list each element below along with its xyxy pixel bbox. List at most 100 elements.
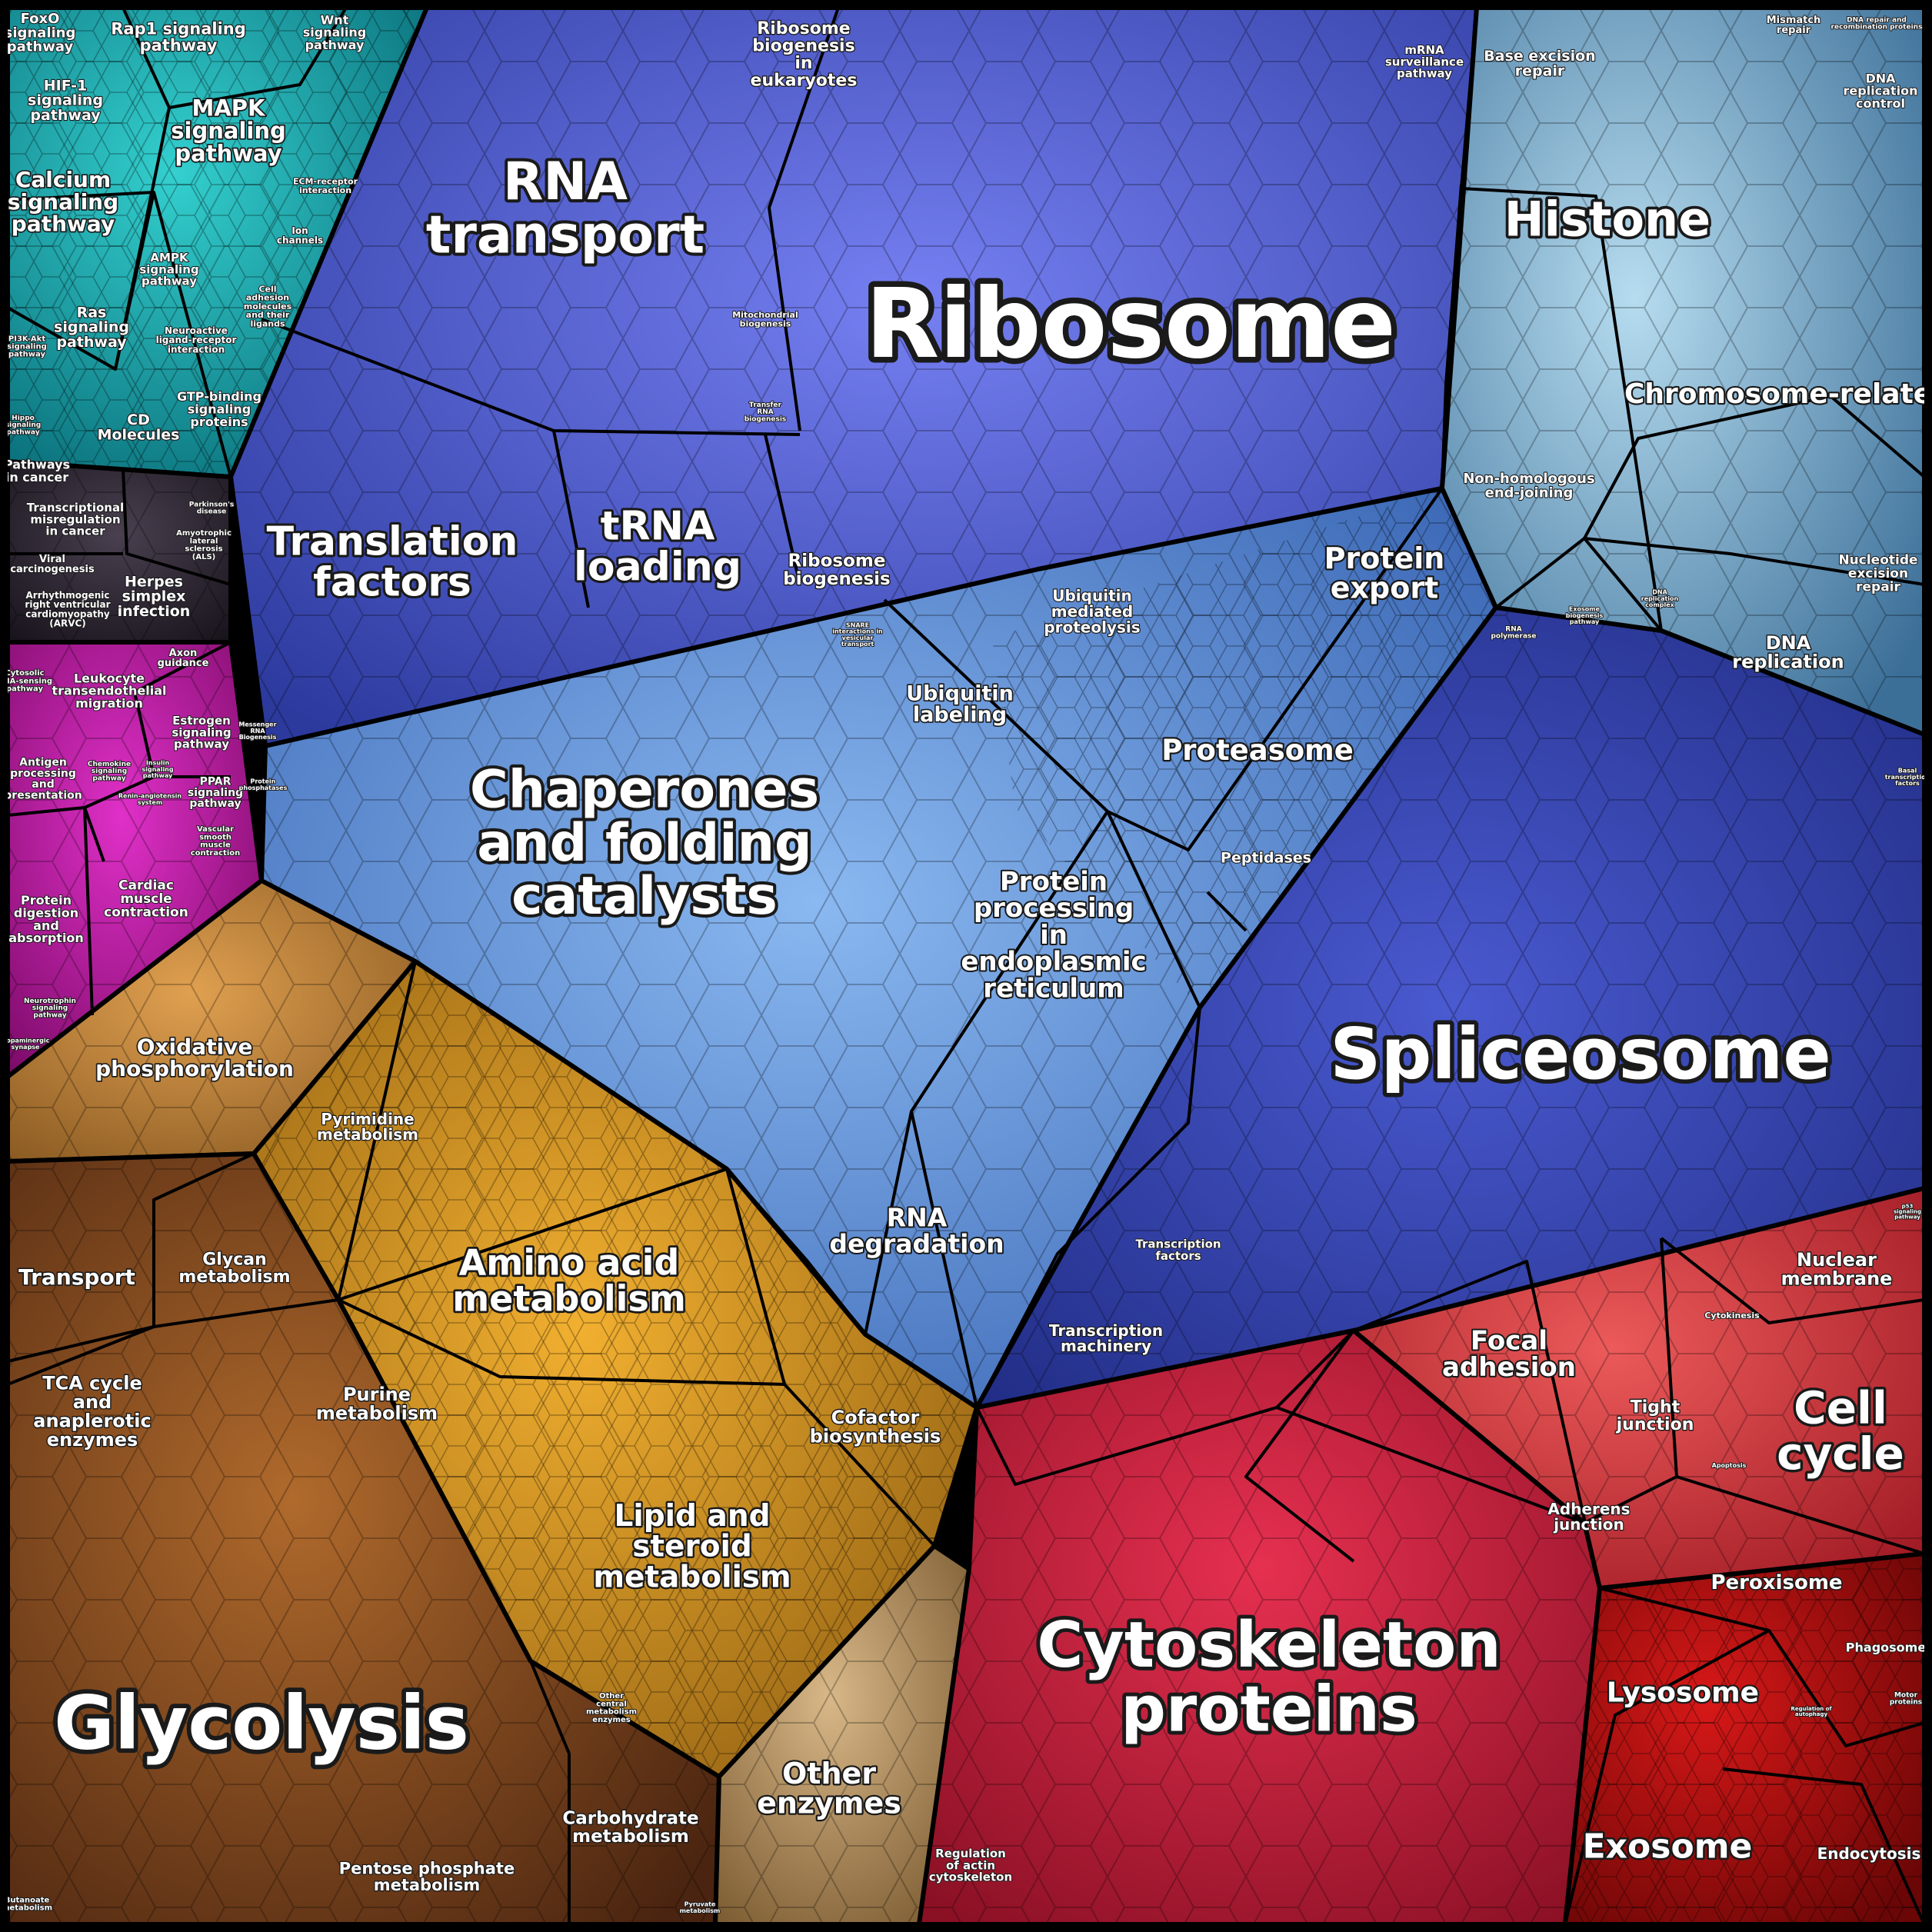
label-hif1: HIF-1 signaling pathway	[28, 77, 103, 124]
label-carbohydrate: Carbohydrate metabolism	[562, 1808, 698, 1846]
label-rna-polymerase: RNA polymerase	[1491, 626, 1536, 641]
label-protein-er: Protein processing in endoplasmic reticulum	[961, 867, 1146, 1004]
label-translation: Translation factors	[267, 519, 518, 606]
label-exosome: Exosome	[1583, 1827, 1753, 1866]
label-dopaminergic: Dopaminergic synapse	[2, 1038, 50, 1051]
label-purine: Purine metabolism	[316, 1384, 438, 1424]
label-dna-rep-control: DNA replication control	[1844, 71, 1918, 111]
label-mrna-surv: mRNA surveillance pathway	[1385, 43, 1464, 81]
label-protein-digestion: Protein digestion and absorption	[8, 893, 84, 945]
label-dna-replication: DNA replication	[1732, 632, 1844, 672]
label-phagosome: Phagosome	[1846, 1641, 1927, 1655]
label-renin: Renin-angiotensin system	[118, 793, 182, 806]
label-axon: Axon guidance	[158, 648, 209, 669]
label-transcription-machinery: Transcription machinery	[1049, 1321, 1163, 1355]
label-actin: Regulation of actin cytoskeleton	[929, 1847, 1012, 1884]
label-ras: Ras signaling pathway	[54, 304, 129, 351]
label-cytokinesis: Cytokinesis	[1704, 1311, 1760, 1321]
label-pyrimidine: Pyrimidine metabolism	[317, 1110, 418, 1144]
label-proteasome: Proteasome	[1161, 734, 1354, 767]
label-reg-autophagy: Regulation of autophagy	[1790, 1706, 1832, 1717]
label-endocytosis: Endocytosis	[1817, 1844, 1921, 1863]
label-amino-acid: Amino acid metabolism	[452, 1242, 686, 1320]
label-dna-repair-proteins: DNA repair and recombination proteins	[1831, 17, 1923, 32]
label-neurotrophin: Neurotrophin signaling pathway	[24, 998, 76, 1019]
label-ppar: PPAR signaling pathway	[188, 776, 243, 811]
label-transport: Transport	[18, 1264, 135, 1290]
label-peptidases: Peptidases	[1221, 850, 1311, 867]
label-basal-tf: Basal transcription factors	[1885, 768, 1930, 787]
label-chaperones: Chaperones and folding catalysts	[470, 759, 819, 927]
label-cytoskeleton: Cytoskeleton proteins	[1037, 1609, 1501, 1747]
label-ribo-bio-euk: Ribosome biogenesis in eukaryotes	[751, 19, 858, 90]
label-peroxisome: Peroxisome	[1710, 1571, 1842, 1594]
label-lipid: Lipid and steroid metabolism	[593, 1499, 791, 1595]
label-pathways-cancer: Pathways in cancer	[4, 457, 70, 484]
label-ubiq-mediated: Ubiquitin mediated proteolysis	[1044, 587, 1140, 637]
label-hippo: Hippo signaling pathway	[5, 415, 41, 436]
label-focal: Focal adhesion	[1442, 1326, 1576, 1384]
label-other-enzymes: Other enzymes	[757, 1757, 901, 1820]
label-tca: TCA cycle and anaplerotic enzymes	[33, 1373, 151, 1451]
label-herpes: Herpes simplex infection	[118, 573, 191, 620]
label-pyruvate: Pyruvate metabolism	[680, 1901, 721, 1914]
label-neuro: Neuroactive ligand-receptor interaction	[156, 325, 237, 355]
label-cam: Cell adhesion molecules and their ligands	[244, 284, 292, 328]
label-cofactor: Cofactor biosynthesis	[810, 1407, 941, 1447]
label-chemokine: Chemokine signaling pathway	[88, 761, 131, 782]
label-rna-transport: RNA transport	[426, 152, 705, 265]
label-als: Amyotrophic lateral sclerosis (ALS)	[176, 529, 232, 561]
label-transcription-factors: Transcription factors	[1135, 1237, 1221, 1263]
label-ampk: AMPK signaling pathway	[139, 251, 198, 288]
label-nucleotide-excision: Nucleotide excision repair	[1838, 553, 1917, 595]
label-other-central: Other central metabolism enzymes	[586, 1692, 637, 1724]
label-foxo: FoxO signaling pathway	[5, 11, 76, 55]
label-motor: Motor proteins	[1890, 1692, 1922, 1707]
label-nhej: Non-homologous end-joining	[1463, 471, 1594, 501]
label-vascular: Vascular smooth muscle contraction	[191, 825, 241, 858]
label-ubiq-labeling: Ubiquitin labeling	[906, 682, 1014, 728]
label-butanoate: Butanoate metabolism	[2, 1896, 52, 1912]
label-mito-bio: Mitochondrial biogenesis	[732, 310, 798, 328]
label-leukocyte: Leukocyte transendothelial migration	[52, 671, 166, 711]
label-viral: Viral carcinogenesis	[10, 554, 95, 575]
label-tight: Tight junction	[1616, 1397, 1694, 1434]
label-glycolysis: Glycolysis	[54, 1681, 469, 1767]
label-spliceosome: Spliceosome	[1330, 1013, 1831, 1095]
label-glycan: Glycan metabolism	[178, 1250, 290, 1286]
label-parkinson: Parkinson's disease	[189, 501, 234, 516]
label-messenger-rna: Messenger RNA Biogenesis	[238, 721, 276, 741]
label-trna-bio: Transfer RNA biogenesis	[744, 401, 787, 423]
label-protein-phos: Protein phosphatases	[239, 778, 288, 791]
label-rna-degradation: RNA degradation	[829, 1203, 1004, 1259]
label-wnt: Wnt signaling pathway	[303, 12, 366, 52]
label-mismatch: Mismatch repair	[1767, 15, 1821, 36]
label-antigen: Antigen processing and presentation	[4, 756, 82, 801]
label-rap1: Rap1 signaling pathway	[111, 20, 246, 55]
label-ribo-bio: Ribosome biogenesis	[783, 551, 890, 588]
label-dna-rep-complex: DNA replication complex	[1641, 589, 1679, 608]
label-adherens: Adherens junction	[1547, 1500, 1630, 1534]
label-pi3k: PI3K-Akt signaling pathway	[7, 335, 47, 358]
label-insulin: Insulin signaling pathway	[142, 760, 174, 779]
label-apoptosis: Apoptosis	[1712, 1462, 1747, 1469]
label-gtp: GTP-binding signaling proteins	[177, 389, 261, 429]
label-histone: Histone	[1504, 192, 1710, 248]
label-pentose: Pentose phosphate metabolism	[339, 1860, 515, 1894]
label-cardiac: Cardiac muscle contraction	[104, 878, 188, 921]
label-protein-export: Protein export	[1324, 541, 1445, 605]
label-snare: SNARE interactions in vesicular transport	[832, 622, 883, 648]
label-base-excision: Base excision repair	[1484, 48, 1595, 79]
label-ecm: ECM-receptor interaction	[293, 177, 358, 195]
label-oxphos: Oxidative phosphorylation	[95, 1034, 294, 1082]
label-cell-cycle: Cell cycle	[1777, 1382, 1904, 1480]
label-trans-misreg: Transcriptional misregulation in cancer	[27, 501, 124, 538]
label-mapk: MAPK signaling pathway	[171, 95, 285, 167]
label-calcium: Calcium signaling pathway	[8, 167, 118, 236]
label-p53: p53 signaling pathway	[1894, 1203, 1921, 1220]
label-estrogen: Estrogen signaling pathway	[172, 714, 231, 751]
label-ribosome: Ribosome	[865, 268, 1396, 380]
label-lysosome: Lysosome	[1607, 1677, 1759, 1709]
